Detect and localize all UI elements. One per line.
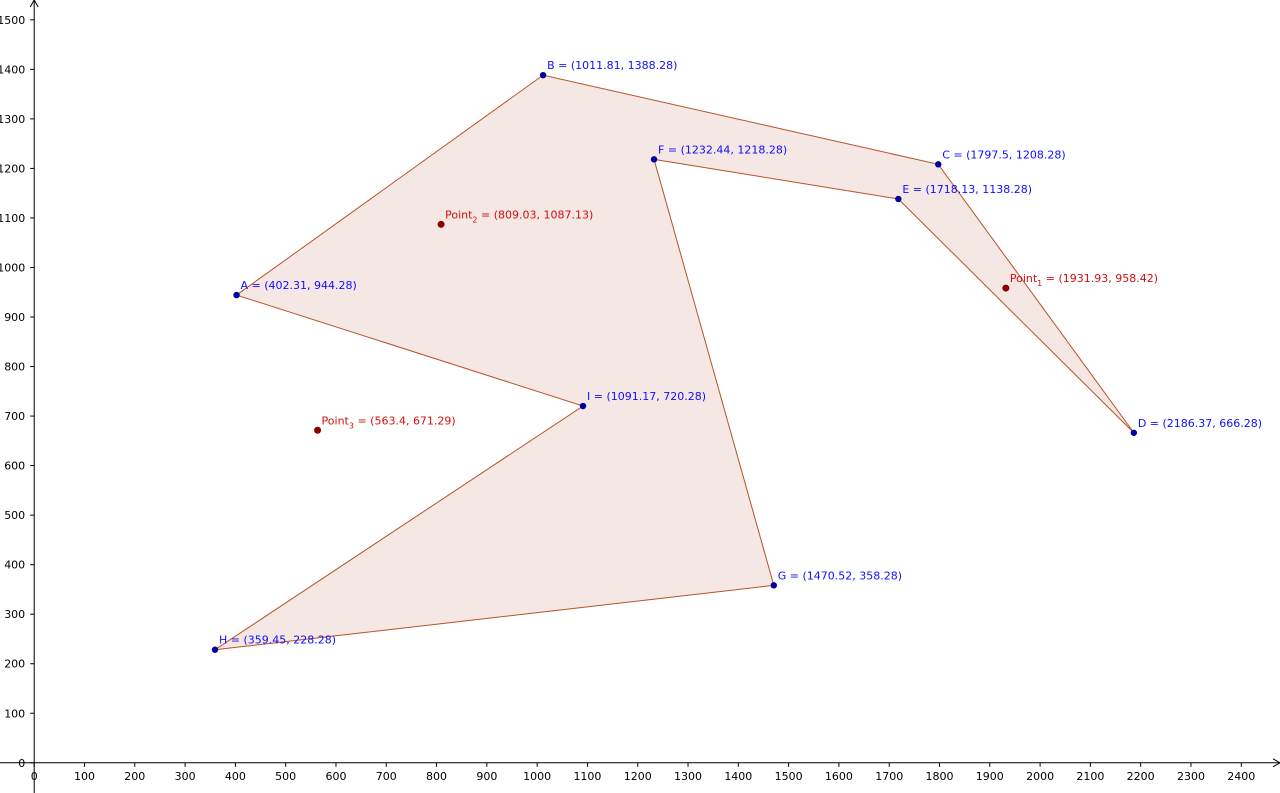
x-tick-label: 1600 [825, 770, 853, 783]
vertex [650, 156, 658, 163]
y-tick-label: 1000 [0, 261, 25, 274]
free-point [314, 426, 322, 434]
y-tick-label: 1400 [0, 63, 25, 76]
y-tick-label: 100 [4, 707, 25, 720]
y-tick-label: 1500 [0, 14, 25, 27]
y-tick-label: 200 [4, 658, 25, 671]
y-axis-arrow [29, 0, 39, 8]
point-coords: = (563.4, 671.29) [354, 414, 456, 427]
point-name: Point [322, 414, 350, 427]
point-label: Point1 = (1931.93, 958.42) [1010, 272, 1158, 288]
vertex [579, 402, 587, 410]
x-tick-label: 2400 [1227, 770, 1255, 783]
point-label: Point2 = (809.03, 1087.13) [445, 208, 593, 224]
y-tick-label: 1100 [0, 212, 25, 225]
x-tick-label: 1800 [926, 770, 954, 783]
y-tick-label: 1200 [0, 162, 25, 175]
y-tick-label: 0 [18, 757, 25, 770]
point-name: Point [1010, 272, 1038, 285]
point-subscript: 3 [349, 421, 354, 430]
vertex-label: G = (1470.52, 358.28) [778, 569, 902, 582]
point-subscript: 1 [1037, 279, 1042, 288]
vertex [770, 582, 777, 589]
x-tick-label: 1900 [976, 770, 1004, 783]
x-tick-label: 300 [175, 770, 196, 783]
point-name: Point [445, 208, 473, 221]
vertex-label: C = (1797.5, 1208.28) [942, 148, 1065, 161]
x-tick-label: 200 [124, 770, 145, 783]
vertex-label: B = (1011.81, 1388.28) [547, 59, 677, 72]
y-tick-label: 500 [4, 509, 25, 522]
free-point [1002, 284, 1010, 292]
vertex [211, 646, 219, 653]
y-tick-label: 400 [4, 559, 25, 572]
polygon [214, 74, 1135, 651]
x-tick-label: 1700 [875, 770, 903, 783]
point-coords: = (809.03, 1087.13) [478, 208, 594, 221]
y-tick-label: 600 [4, 460, 25, 473]
y-tick-label: 300 [4, 608, 25, 621]
point-subscript: 2 [472, 215, 477, 224]
x-tick-label: 1500 [775, 770, 803, 783]
vertex [1130, 429, 1138, 436]
x-tick-label: 2200 [1127, 770, 1155, 783]
vertex [233, 291, 240, 299]
x-tick-label: 2100 [1076, 770, 1104, 783]
vertex-label: I = (1091.17, 720.28) [587, 390, 706, 403]
vertex [935, 161, 942, 168]
x-axis-arrow [1272, 758, 1280, 768]
y-tick-label: 900 [4, 311, 25, 324]
x-tick-label: 1000 [523, 770, 551, 783]
x-tick-label: 2000 [1026, 770, 1054, 783]
x-tick-label: 700 [376, 770, 397, 783]
x-tick-label: 400 [225, 770, 246, 783]
point-coords: = (1931.93, 958.42) [1042, 272, 1158, 285]
x-tick-label: 0 [31, 770, 38, 783]
x-tick-label: 500 [275, 770, 296, 783]
x-tick-label: 1400 [724, 770, 752, 783]
x-tick-label: 1200 [624, 770, 652, 783]
vertex-label: A = (402.31, 944.28) [241, 279, 357, 292]
vertex [539, 71, 547, 79]
vertex-label: E = (1718.13, 1138.28) [902, 183, 1032, 196]
y-tick-label: 800 [4, 361, 25, 374]
point-label: Point3 = (563.4, 671.29) [322, 414, 456, 430]
y-tick-label: 1300 [0, 113, 25, 126]
free-point [437, 220, 445, 228]
vertex-label: D = (2186.37, 666.28) [1138, 417, 1262, 430]
x-tick-label: 1300 [674, 770, 702, 783]
x-tick-label: 800 [426, 770, 447, 783]
vertex [895, 195, 902, 203]
x-tick-label: 100 [74, 770, 95, 783]
x-tick-label: 600 [325, 770, 346, 783]
x-tick-label: 2300 [1177, 770, 1205, 783]
x-tick-label: 1100 [573, 770, 601, 783]
vertex-label: F = (1232.44, 1218.28) [658, 143, 787, 156]
y-tick-label: 700 [4, 410, 25, 423]
vertex-label: H = (359.45, 228.28) [219, 634, 336, 647]
x-tick-label: 900 [476, 770, 497, 783]
